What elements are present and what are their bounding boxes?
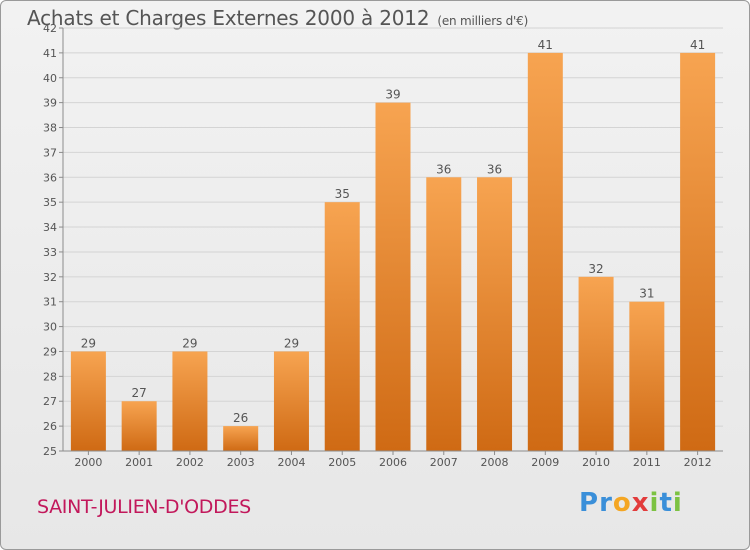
x-tick-label: 2000 bbox=[74, 456, 102, 469]
data-label: 31 bbox=[639, 287, 654, 301]
y-tick-label: 33 bbox=[43, 246, 57, 259]
x-tick-label: 2010 bbox=[582, 456, 610, 469]
y-tick-label: 37 bbox=[43, 146, 57, 159]
chart-unit: (en milliers d'€) bbox=[437, 14, 529, 28]
data-label: 29 bbox=[81, 336, 96, 350]
town-name: SAINT-JULIEN-D'ODDES bbox=[37, 496, 251, 518]
y-tick-label: 28 bbox=[43, 370, 57, 383]
y-tick-label: 32 bbox=[43, 271, 57, 284]
data-label: 41 bbox=[538, 38, 553, 52]
x-tick-label: 2009 bbox=[531, 456, 559, 469]
x-tick-label: 2004 bbox=[277, 456, 305, 469]
logo-letter: r bbox=[599, 488, 613, 518]
bar-2001 bbox=[121, 401, 157, 451]
x-tick-label: 2007 bbox=[430, 456, 458, 469]
axes: 25 26 27 28 29 30 31 32 33 34 35 36 37 38 39 40 41 42 2000… bbox=[43, 22, 723, 469]
y-tick-label: 26 bbox=[43, 420, 57, 433]
bar-2011 bbox=[629, 301, 665, 451]
y-tick-label: 42 bbox=[43, 22, 57, 35]
y-tick-label: 41 bbox=[43, 47, 57, 60]
logo-letter: x bbox=[631, 488, 650, 518]
data-labels: 29 27 29 26 29 35 39 36 36 41 32 31 41 bbox=[81, 38, 706, 425]
data-label: 26 bbox=[233, 411, 248, 425]
data-label: 39 bbox=[385, 88, 400, 102]
logo-letter: P bbox=[579, 488, 600, 518]
x-tick-label: 2002 bbox=[176, 456, 204, 469]
bar-2008 bbox=[477, 177, 513, 451]
bar-2010 bbox=[578, 276, 614, 451]
logo-letter: i bbox=[649, 488, 660, 518]
bar-2005 bbox=[324, 202, 360, 451]
data-label: 27 bbox=[132, 386, 147, 400]
x-tick-label: 2005 bbox=[328, 456, 356, 469]
bars bbox=[70, 52, 716, 451]
y-tick-label: 34 bbox=[43, 221, 57, 234]
bar-2000 bbox=[70, 351, 106, 451]
x-tick-label: 2006 bbox=[379, 456, 407, 469]
data-label: 32 bbox=[588, 262, 603, 276]
y-tick-label: 39 bbox=[43, 97, 57, 110]
bar-2012 bbox=[680, 52, 716, 451]
y-tick-label: 36 bbox=[43, 171, 57, 184]
x-tick-label: 2012 bbox=[684, 456, 712, 469]
proxiti-logo[interactable]: Proxiti bbox=[579, 488, 683, 518]
chart-title-text: Achats et Charges Externes 2000 à 2012 bbox=[27, 6, 430, 30]
data-label: 29 bbox=[182, 336, 197, 350]
y-tick-label: 29 bbox=[43, 345, 57, 358]
y-tick-label: 31 bbox=[43, 296, 57, 309]
bar-2006 bbox=[375, 102, 411, 451]
logo-letter: o bbox=[612, 488, 632, 518]
bar-2002 bbox=[172, 351, 208, 451]
y-tick-label: 30 bbox=[43, 321, 57, 334]
x-tick-label: 2003 bbox=[227, 456, 255, 469]
chart-title: Achats et Charges Externes 2000 à 2012 (e… bbox=[27, 6, 528, 30]
y-tick-label: 35 bbox=[43, 196, 57, 209]
data-label: 36 bbox=[436, 162, 451, 176]
y-tick-label: 25 bbox=[43, 445, 57, 458]
x-tick-label: 2011 bbox=[633, 456, 661, 469]
bar-2003 bbox=[223, 426, 259, 451]
data-label: 35 bbox=[335, 187, 350, 201]
y-tick-label: 38 bbox=[43, 122, 57, 135]
y-tick-label: 40 bbox=[43, 72, 57, 85]
bar-2009 bbox=[527, 52, 563, 451]
data-label: 29 bbox=[284, 336, 299, 350]
bar-2007 bbox=[426, 177, 462, 451]
logo-letter: t bbox=[659, 488, 673, 518]
data-label: 41 bbox=[690, 38, 705, 52]
x-tick-label: 2001 bbox=[125, 456, 153, 469]
bar-2004 bbox=[273, 351, 309, 451]
x-tick-label: 2008 bbox=[481, 456, 509, 469]
logo-letter: i bbox=[672, 488, 683, 518]
data-label: 36 bbox=[487, 162, 502, 176]
y-tick-label: 27 bbox=[43, 395, 57, 408]
